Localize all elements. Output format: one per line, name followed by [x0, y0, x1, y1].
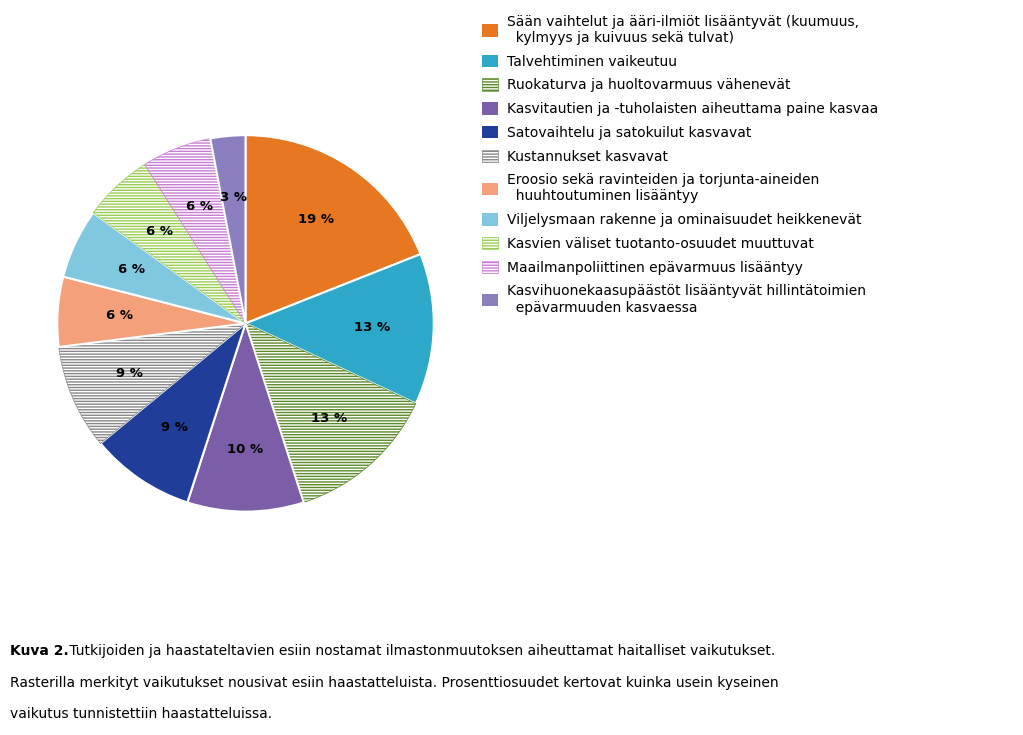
Text: 13 %: 13 % [354, 321, 390, 334]
Wedge shape [57, 276, 246, 347]
Text: 3 %: 3 % [220, 191, 248, 204]
Wedge shape [246, 323, 415, 503]
Wedge shape [187, 323, 304, 512]
Legend: Sään vaihtelut ja ääri-ilmiöt lisääntyvät (kuumuus,
  kylmyys ja kuivuus sekä tu: Sään vaihtelut ja ääri-ilmiöt lisääntyvä… [482, 15, 878, 315]
Wedge shape [58, 323, 246, 443]
Wedge shape [246, 254, 434, 404]
Text: Kuva 2.: Kuva 2. [10, 644, 69, 659]
Text: vaikutus tunnistettiin haastatteluissa.: vaikutus tunnistettiin haastatteluissa. [10, 707, 272, 721]
Text: Tutkijoiden ja haastateltavien esiin nostamat ilmastonmuutoksen aiheuttamat hait: Tutkijoiden ja haastateltavien esiin nos… [65, 644, 775, 659]
Wedge shape [144, 138, 246, 323]
Text: 6 %: 6 % [118, 263, 145, 276]
Text: 6 %: 6 % [145, 225, 173, 238]
Text: 9 %: 9 % [117, 367, 143, 380]
Wedge shape [93, 165, 246, 323]
Text: 6 %: 6 % [106, 309, 133, 322]
Text: 13 %: 13 % [311, 412, 347, 425]
Text: Rasterilla merkityt vaikutukset nousivat esiin haastatteluista. Prosenttiosuudet: Rasterilla merkityt vaikutukset nousivat… [10, 675, 779, 689]
Text: 19 %: 19 % [299, 212, 335, 226]
Wedge shape [211, 135, 246, 323]
Wedge shape [63, 212, 246, 323]
Text: 6 %: 6 % [185, 200, 213, 212]
Text: 10 %: 10 % [227, 443, 264, 456]
Text: 9 %: 9 % [162, 421, 188, 434]
Wedge shape [246, 135, 420, 323]
Wedge shape [100, 323, 246, 503]
